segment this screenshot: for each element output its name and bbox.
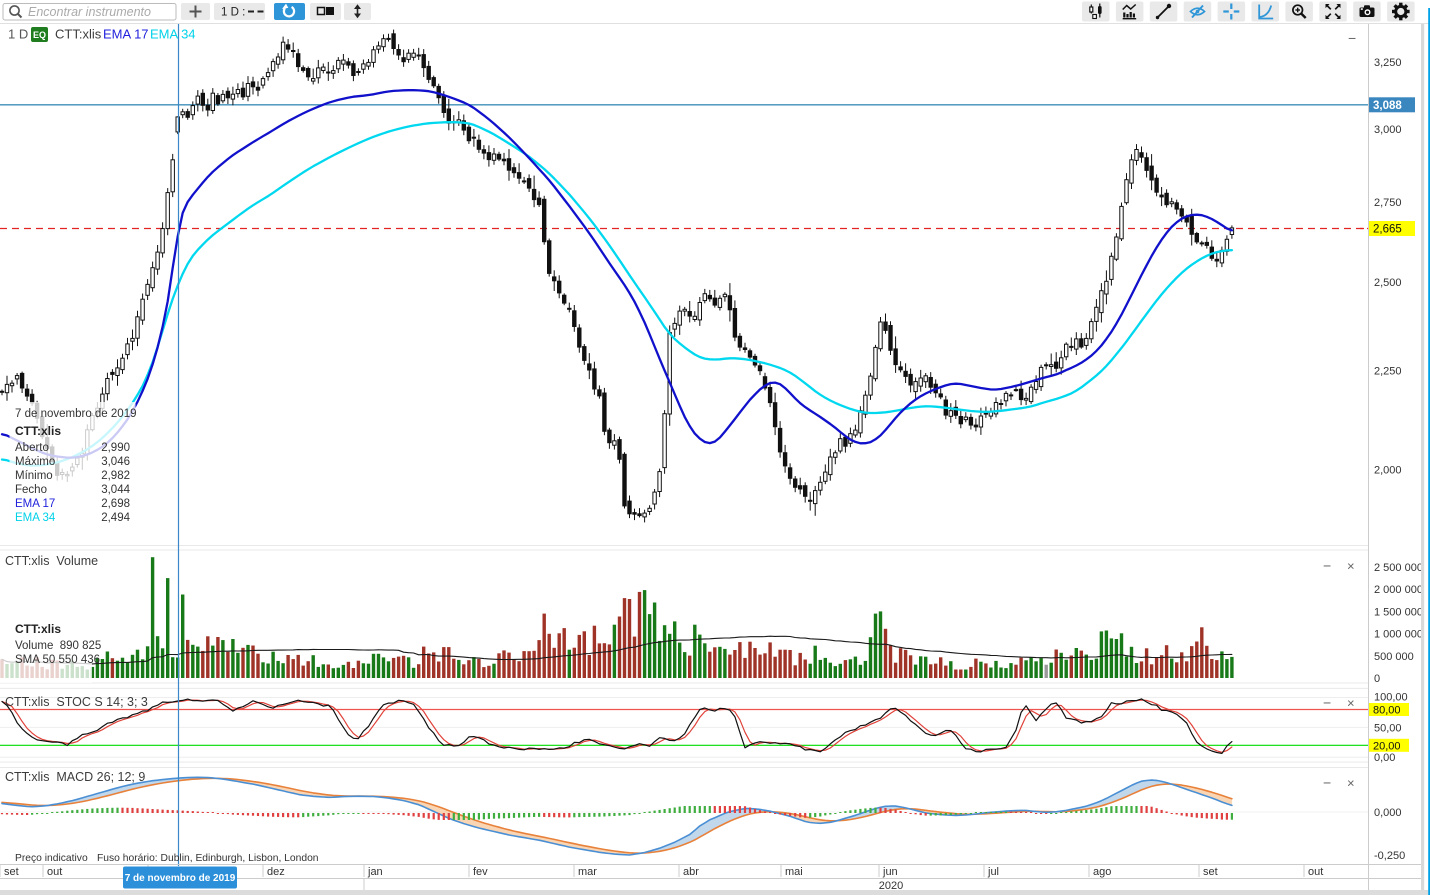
svg-text:2,500: 2,500 <box>1374 277 1402 289</box>
svg-text:-0,250: -0,250 <box>1374 850 1405 862</box>
svg-text:CTT:xlis STOC S 14; 3; 3: CTT:xlis STOC S 14; 3; 3 <box>5 695 148 709</box>
svg-text:2,250: 2,250 <box>1374 366 1402 378</box>
svg-text:100,00: 100,00 <box>1374 692 1408 704</box>
svg-text:CTT:xlis: CTT:xlis <box>15 424 61 438</box>
svg-text:jun: jun <box>882 866 898 878</box>
svg-text:−: − <box>1323 558 1331 574</box>
svg-text:3,046: 3,046 <box>101 456 130 468</box>
svg-text:50,00: 50,00 <box>1374 722 1402 734</box>
svg-text:EMA 34: EMA 34 <box>15 512 56 524</box>
svg-text:2020: 2020 <box>879 880 903 892</box>
svg-text:ago: ago <box>1093 866 1111 878</box>
svg-text:mar: mar <box>578 866 597 878</box>
svg-text:1 D: 1 D <box>8 27 28 42</box>
svg-text:2,665: 2,665 <box>1373 224 1402 236</box>
svg-text:SMA 50 550 436: SMA 50 550 436 <box>15 654 100 666</box>
svg-text:CTT:xlis: CTT:xlis <box>15 622 61 636</box>
svg-text:2 500 000: 2 500 000 <box>1374 562 1423 574</box>
svg-text:Fecho: Fecho <box>15 484 47 496</box>
svg-text:dez: dez <box>267 866 285 878</box>
svg-text:80,00: 80,00 <box>1373 705 1401 717</box>
svg-text:500 000: 500 000 <box>1374 651 1414 663</box>
svg-text:jan: jan <box>367 866 383 878</box>
svg-text:1 000 000: 1 000 000 <box>1374 629 1423 641</box>
svg-text:jul: jul <box>987 866 999 878</box>
svg-text:0,00: 0,00 <box>1374 752 1395 764</box>
svg-text:3,000: 3,000 <box>1374 124 1402 136</box>
svg-text:×: × <box>1347 559 1355 574</box>
svg-text:out: out <box>1308 866 1323 878</box>
svg-text:EMA 34: EMA 34 <box>150 27 196 42</box>
svg-text:out: out <box>47 866 62 878</box>
svg-text:2,982: 2,982 <box>101 470 130 482</box>
svg-text:×: × <box>1347 776 1355 791</box>
svg-text:2,000: 2,000 <box>1374 465 1402 477</box>
svg-text:×: × <box>1347 696 1355 711</box>
svg-text:Preço indicativo: Preço indicativo <box>15 853 88 864</box>
svg-text:Mínimo: Mínimo <box>15 470 53 482</box>
svg-text:Volume 890 825: Volume 890 825 <box>15 640 101 652</box>
svg-text:3,088: 3,088 <box>1373 100 1402 112</box>
svg-text:−: − <box>1348 30 1356 46</box>
svg-text:2 000 000: 2 000 000 <box>1374 584 1423 596</box>
svg-text:7 de novembro de 2019: 7 de novembro de 2019 <box>15 408 136 420</box>
svg-text:0,000: 0,000 <box>1374 807 1402 819</box>
svg-text:EMA 17: EMA 17 <box>103 27 149 42</box>
svg-text:20,00: 20,00 <box>1373 740 1401 752</box>
svg-text:1 D :: 1 D : <box>221 7 245 19</box>
svg-text:2,990: 2,990 <box>101 442 130 454</box>
svg-text:2,698: 2,698 <box>101 498 130 510</box>
svg-text:CTT:xlis Volume: CTT:xlis Volume <box>5 554 98 568</box>
svg-text:set: set <box>1203 866 1218 878</box>
svg-text:1 500 000: 1 500 000 <box>1374 606 1423 618</box>
svg-text:3,250: 3,250 <box>1374 57 1402 69</box>
svg-text:abr: abr <box>683 866 699 878</box>
svg-text:fev: fev <box>473 866 488 878</box>
svg-text:Encontrar instrumento: Encontrar instrumento <box>28 5 151 19</box>
svg-text:Aberto: Aberto <box>15 442 49 454</box>
svg-text:mai: mai <box>785 866 803 878</box>
svg-text:−: − <box>1323 695 1331 711</box>
svg-text:EQ: EQ <box>33 30 46 40</box>
svg-text:Fuso horário: Dublin, Edinburg: Fuso horário: Dublin, Edinburgh, Lisbon,… <box>97 853 319 864</box>
svg-text:2,750: 2,750 <box>1374 197 1402 209</box>
svg-text:set: set <box>4 866 19 878</box>
svg-text:7 de novembro de 2019: 7 de novembro de 2019 <box>125 873 236 884</box>
svg-text:EMA 17: EMA 17 <box>15 498 55 510</box>
svg-text:−: − <box>1323 775 1331 791</box>
svg-text:3,044: 3,044 <box>101 484 130 496</box>
svg-text:CTT:xlis: CTT:xlis <box>55 27 102 42</box>
svg-text:0: 0 <box>1374 673 1380 685</box>
svg-text:Máximo: Máximo <box>15 456 55 468</box>
svg-text:CTT:xlis MACD 26; 12; 9: CTT:xlis MACD 26; 12; 9 <box>5 770 145 784</box>
svg-text:2,494: 2,494 <box>101 512 130 524</box>
